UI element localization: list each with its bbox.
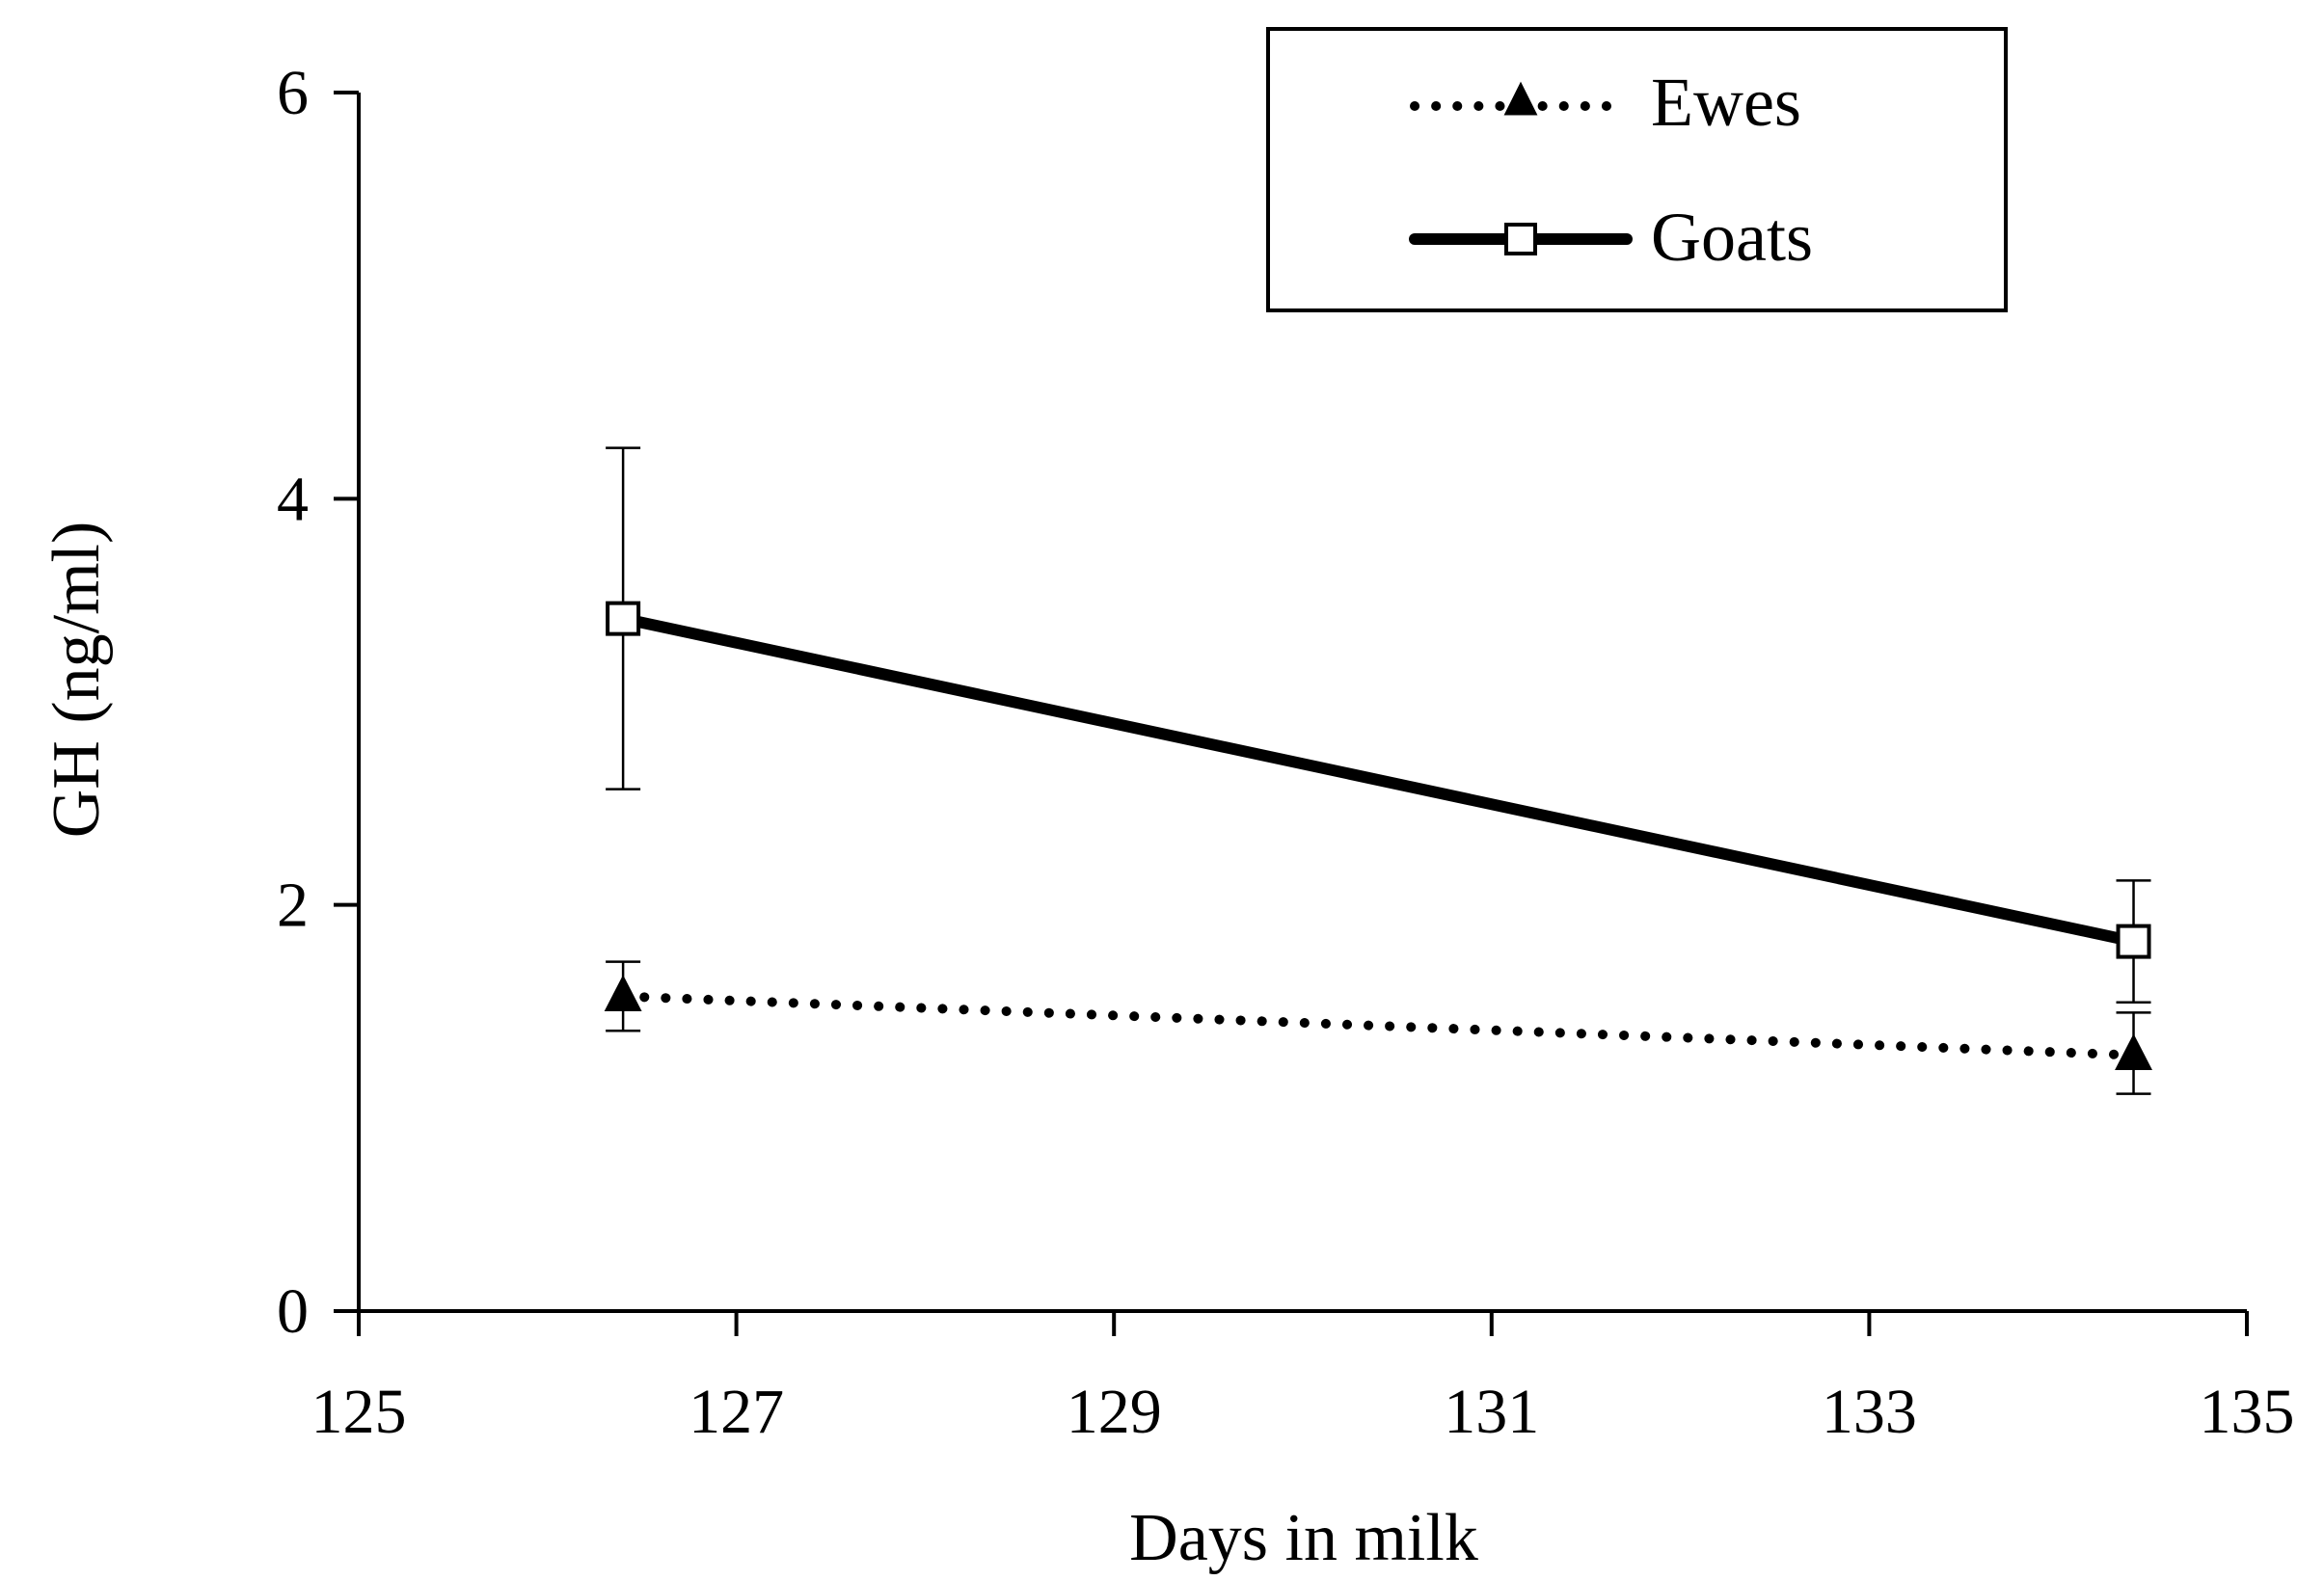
- data-point-ewes: [604, 975, 642, 1011]
- series-line-goats: [617, 612, 2140, 948]
- x-tick-label: 135: [2200, 1377, 2295, 1447]
- y-axis-title: GH (ng/ml): [40, 522, 114, 839]
- data-point-goats: [2116, 924, 2151, 959]
- x-tick-label: 133: [1822, 1377, 1917, 1447]
- y-tick-label: 2: [277, 871, 309, 941]
- y-tick-label: 0: [277, 1276, 309, 1347]
- legend: Ewes Goats: [1266, 27, 2008, 312]
- x-axis-title: Days in milk: [1129, 1501, 1478, 1575]
- series-line-ewes: [618, 991, 2139, 1060]
- legend-goats-marker: [1504, 223, 1537, 255]
- x-tick-label: 125: [311, 1377, 407, 1447]
- data-point-ewes: [2115, 1033, 2152, 1071]
- legend-ewes-marker: [1503, 81, 1538, 116]
- plot-area: [604, 446, 2152, 1095]
- legend-goats-label: Goats: [1651, 199, 1813, 276]
- axes: 0 2 4 6 125 127 129 131 133 135: [277, 58, 2295, 1447]
- data-point-goats: [606, 601, 641, 636]
- x-tick-label: 127: [689, 1377, 784, 1447]
- x-tick-label: 131: [1444, 1377, 1539, 1447]
- legend-ewes-label: Ewes: [1651, 64, 1801, 141]
- legend-box: [1266, 27, 2008, 312]
- y-tick-label: 6: [277, 58, 309, 128]
- y-tick-label: 4: [277, 464, 309, 534]
- x-tick-label: 129: [1067, 1377, 1162, 1447]
